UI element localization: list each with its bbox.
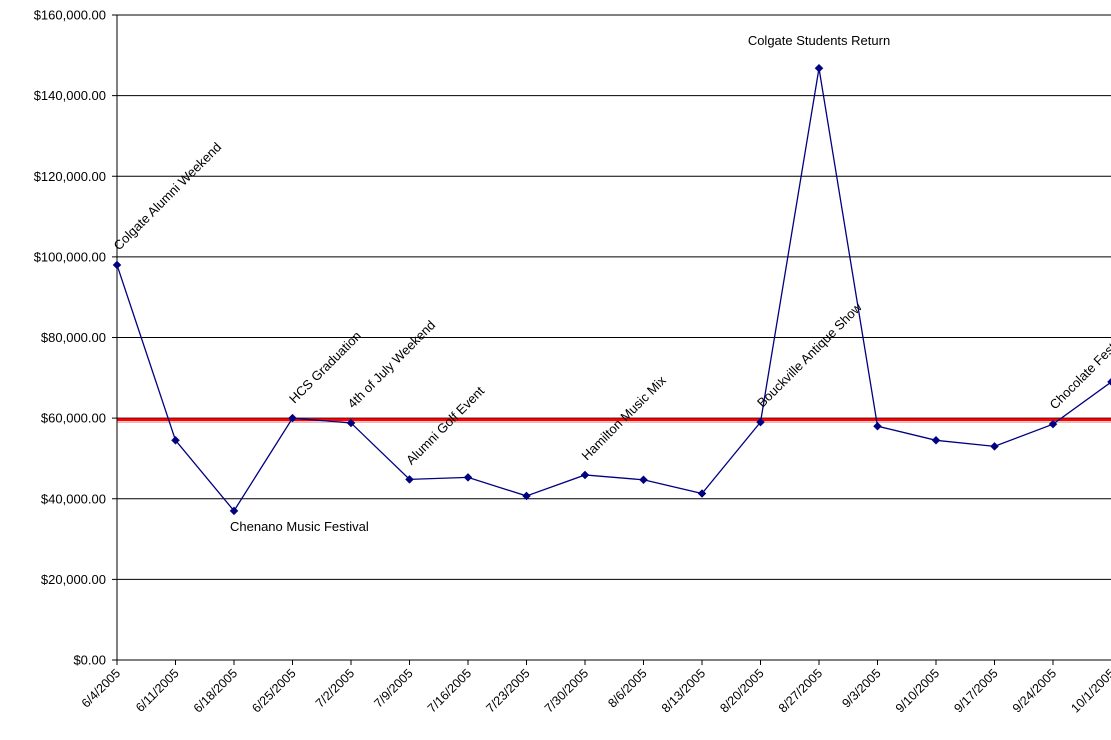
average-reference-line: [117, 418, 1111, 423]
data-point-marker: [1107, 377, 1111, 386]
x-tick-label: 7/2/2005: [313, 666, 357, 710]
x-tick-label: 6/11/2005: [133, 666, 182, 715]
x-tick-label: 6/18/2005: [191, 666, 240, 715]
x-tick-label: 7/23/2005: [483, 666, 532, 715]
annotation-label: Alumni Golf Event: [403, 383, 487, 467]
x-tick-label: 7/9/2005: [371, 666, 415, 710]
data-point-marker: [814, 63, 824, 73]
data-point-marker: [171, 435, 180, 445]
y-axis-tick-labels: $0.00 $20,000.00 $40,000.00 $60,000.00 $80,0…: [34, 8, 106, 668]
x-tick-label: 9/24/2005: [1010, 666, 1059, 715]
x-tick-label: 9/3/2005: [839, 666, 883, 710]
y-tick-label: $0.00: [73, 653, 106, 668]
x-tick-label: 8/6/2005: [605, 666, 649, 710]
data-point-marker: [1048, 419, 1058, 429]
y-tick-label: $100,000.00: [34, 249, 106, 264]
x-tick-label: 8/13/2005: [659, 666, 708, 715]
data-point-marker: [405, 475, 414, 484]
data-point-marker: [463, 473, 473, 482]
y-tick-label: $20,000.00: [41, 572, 106, 587]
x-tick-label: 8/27/2005: [776, 666, 825, 715]
annotation-label: Chocolate Festival: [1047, 326, 1111, 412]
y-tick-label: $160,000.00: [34, 8, 106, 23]
y-tick-label: $60,000.00: [41, 411, 106, 426]
x-axis-tick-labels: 6/4/2005 6/11/2005 6/18/2005 6/25/2005 7/2/2…: [79, 666, 1111, 715]
data-point-marker: [873, 421, 882, 431]
x-tick-label: 7/16/2005: [425, 666, 474, 715]
data-point-marker: [288, 413, 297, 423]
series: [112, 63, 1111, 516]
x-tick-label: 6/25/2005: [249, 666, 298, 715]
x-tick-label: 9/17/2005: [951, 666, 1000, 715]
data-point-marker: [580, 470, 590, 480]
y-tick-label: $120,000.00: [34, 169, 106, 184]
gridlines: [117, 14, 1111, 580]
annotation-label: Chenano Music Festival: [230, 519, 369, 534]
annotation-label: Colgate Alumni Weekend: [111, 139, 225, 253]
data-point-marker: [931, 435, 941, 445]
x-tick-label: 8/20/2005: [717, 666, 766, 715]
x-tick-label: 6/4/2005: [79, 666, 123, 710]
annotation-label: Bouckville Antique Show: [754, 299, 865, 410]
data-point-marker: [697, 489, 707, 498]
annotation-label: Colgate Students Return: [748, 33, 890, 48]
x-tick-label: 9/10/2005: [893, 666, 942, 715]
x-tick-label: 7/30/2005: [542, 666, 591, 715]
data-point-marker: [346, 418, 356, 428]
data-point-marker: [229, 506, 239, 516]
series-line: [116, 68, 1111, 512]
y-tick-label: $140,000.00: [34, 88, 106, 103]
data-point-marker: [112, 260, 122, 270]
axes: [112, 14, 1111, 665]
annotation-label: 4th of July Weekend: [345, 317, 439, 411]
data-point-marker: [522, 491, 531, 501]
y-tick-label: $40,000.00: [41, 491, 106, 506]
data-point-marker: [990, 441, 999, 451]
y-tick-label: $80,000.00: [41, 330, 106, 345]
data-point-marker: [756, 417, 765, 427]
annotations: Colgate Alumni Weekend Chenano Music Fest…: [111, 33, 1111, 534]
x-tick-label: 10/1/2005: [1068, 666, 1111, 715]
data-point-marker: [639, 475, 648, 485]
